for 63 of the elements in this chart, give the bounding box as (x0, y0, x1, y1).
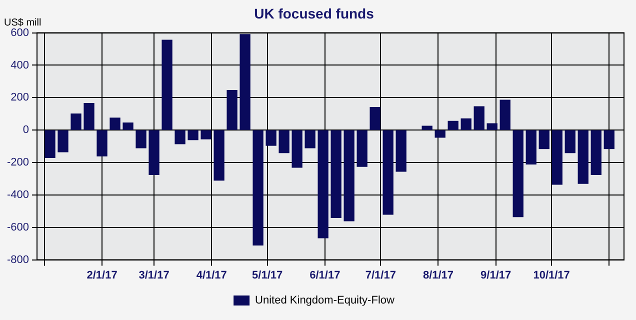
bar (70, 114, 82, 130)
bar (396, 130, 406, 172)
bar (564, 130, 576, 154)
x-tick-label: 6/1/17 (310, 269, 340, 282)
bar (96, 130, 108, 156)
bar (474, 106, 484, 130)
x-tick-label: 4/1/17 (196, 269, 227, 282)
bar (578, 130, 588, 184)
bar (604, 130, 614, 150)
bar (226, 90, 238, 130)
bar (174, 130, 186, 144)
bar (512, 130, 524, 218)
y-tick-label: -400 (6, 188, 30, 201)
bar (590, 130, 602, 176)
legend-label: United Kingdom-Equity-Flow (255, 294, 394, 307)
bar (110, 118, 120, 130)
x-tick-label: 7/1/17 (365, 269, 396, 282)
x-tick-label: 8/1/17 (422, 269, 454, 282)
chart-title: UK focused funds (254, 5, 374, 22)
bar (526, 130, 536, 164)
x-tick-label: 9/1/17 (480, 269, 512, 282)
bar (344, 130, 354, 222)
y-axis-title: US$ mill (4, 18, 42, 29)
bar (434, 130, 446, 138)
x-tick-label: 5/1/17 (252, 269, 283, 282)
bar (356, 130, 368, 167)
bar (162, 40, 172, 130)
bar (240, 34, 250, 130)
y-tick-label: -800 (6, 254, 30, 266)
bar (486, 123, 498, 130)
bar (318, 130, 328, 238)
bar (44, 130, 56, 158)
y-tick-label: 600 (10, 26, 30, 39)
x-tick-label: 3/1/17 (138, 269, 170, 282)
y-tick-label: 400 (10, 59, 30, 72)
x-tick-label: 2/1/17 (86, 269, 118, 282)
y-tick-label: 200 (10, 92, 30, 104)
bar (292, 130, 302, 168)
bar (500, 100, 510, 130)
bar (538, 130, 550, 150)
bar (84, 103, 94, 130)
y-tick-label: -200 (6, 156, 30, 169)
bar (278, 130, 290, 154)
bar (330, 130, 342, 218)
y-tick-label: -600 (6, 221, 30, 234)
bar (122, 122, 134, 130)
bar (188, 130, 198, 140)
bar (252, 130, 264, 246)
bar (304, 130, 316, 148)
bar (382, 130, 394, 215)
bar (448, 120, 458, 130)
bar (422, 126, 432, 130)
bar (370, 107, 380, 130)
bar (136, 130, 146, 148)
bar (266, 130, 276, 146)
bar (460, 118, 472, 130)
bar (148, 130, 160, 176)
bar (200, 130, 212, 140)
y-tick-label: 0 (22, 124, 30, 136)
bar (214, 130, 224, 181)
bar (58, 130, 68, 152)
bar (552, 130, 562, 185)
x-tick-label: 10/1/17 (533, 269, 570, 282)
